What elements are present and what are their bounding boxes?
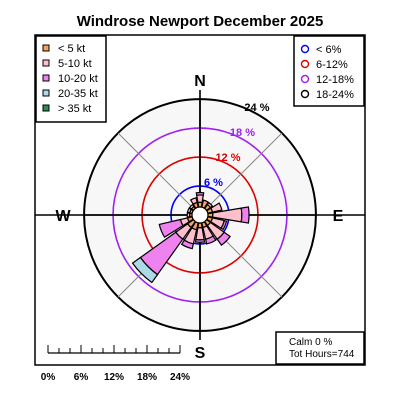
scale-label-2: 12%	[104, 372, 124, 383]
wedge-337.5-band-2	[189, 197, 198, 205]
ring-legend-label-3: 12-18%	[316, 74, 354, 86]
wedge-90-band-3	[240, 206, 250, 224]
rose-hub	[191, 206, 209, 224]
wedge-0-band-3	[195, 191, 205, 196]
plot-frame	[34, 34, 366, 366]
wedge-45-band-2	[206, 201, 214, 209]
info-box-frame	[275, 331, 365, 365]
chart-title: Windrose Newport December 2025	[77, 13, 324, 30]
wedge-135-band-3	[216, 231, 231, 246]
compass-south: S	[195, 345, 206, 362]
wedges-layer	[131, 191, 250, 284]
ring-legend-marker-3	[300, 74, 310, 84]
ring-legend: < 6% 6-12% 12-18% 18-24%	[293, 35, 365, 107]
ring-legend-label-1: < 6%	[316, 44, 342, 56]
scale-bar: 0% 6% 12% 18% 24%	[41, 345, 190, 383]
wedge-247.5-band-3	[158, 218, 184, 238]
ring-legend-box	[293, 35, 365, 107]
speed-swatch-1	[42, 44, 50, 52]
speed-legend-label-3: 10-20 kt	[58, 73, 98, 85]
ring-label-4: 24 %	[244, 102, 269, 114]
spoke-315	[117, 132, 195, 210]
speed-legend-label-5: > 35 kt	[58, 103, 91, 115]
wedge-270-band-2	[186, 212, 191, 218]
wedge-67.5-band-2	[210, 202, 223, 213]
speed-swatch-3	[42, 74, 50, 82]
spoke-45	[205, 132, 283, 210]
ring-label-3: 18 %	[230, 127, 255, 139]
speed-legend-label-4: 20-35 kt	[58, 88, 98, 100]
wedge-112.5-band-3	[220, 219, 228, 231]
speed-swatch-2	[42, 59, 50, 67]
speed-legend-label-1: < 5 kt	[58, 43, 85, 55]
total-hours-text: Tot Hours=744	[289, 349, 355, 360]
ring-legend-marker-2	[300, 59, 310, 69]
ring-legend-label-2: 6-12%	[316, 59, 348, 71]
ring-legend-label-4: 18-24%	[316, 89, 354, 101]
ring-labels-layer: 6 % 12 % 18 % 24 %	[204, 102, 270, 189]
speed-swatch-5	[42, 104, 50, 112]
wedge-157.5-band-3	[204, 235, 217, 245]
wedge-180-band-3	[194, 238, 206, 243]
scale-label-4: 24%	[170, 372, 190, 383]
wedge-225-band-4	[131, 256, 159, 284]
compass-north: N	[194, 73, 206, 90]
scale-label-3: 18%	[137, 372, 157, 383]
speed-legend: < 5 kt 5-10 kt 10-20 kt 20-35 kt > 35 kt	[35, 35, 107, 123]
ring-legend-marker-1	[300, 44, 310, 54]
speed-legend-label-2: 5-10 kt	[58, 58, 92, 70]
ring-label-2: 12 %	[215, 152, 240, 164]
scale-label-0: 0%	[41, 372, 56, 383]
scale-label-1: 6%	[74, 372, 89, 383]
calm-text: Calm 0 %	[289, 337, 332, 348]
wedge-202.5-band-3	[180, 239, 195, 250]
info-box: Calm 0 % Tot Hours=744	[275, 331, 365, 365]
wedge-0-band-2	[195, 194, 205, 204]
ring-label-1: 6 %	[204, 177, 223, 189]
wedge-315-band-2	[188, 203, 195, 210]
wedge-292.5-band-2	[186, 207, 192, 214]
speed-swatch-4	[42, 89, 50, 97]
compass-west: W	[55, 208, 71, 225]
ring-legend-marker-4	[300, 89, 310, 99]
compass-east: E	[333, 208, 344, 225]
